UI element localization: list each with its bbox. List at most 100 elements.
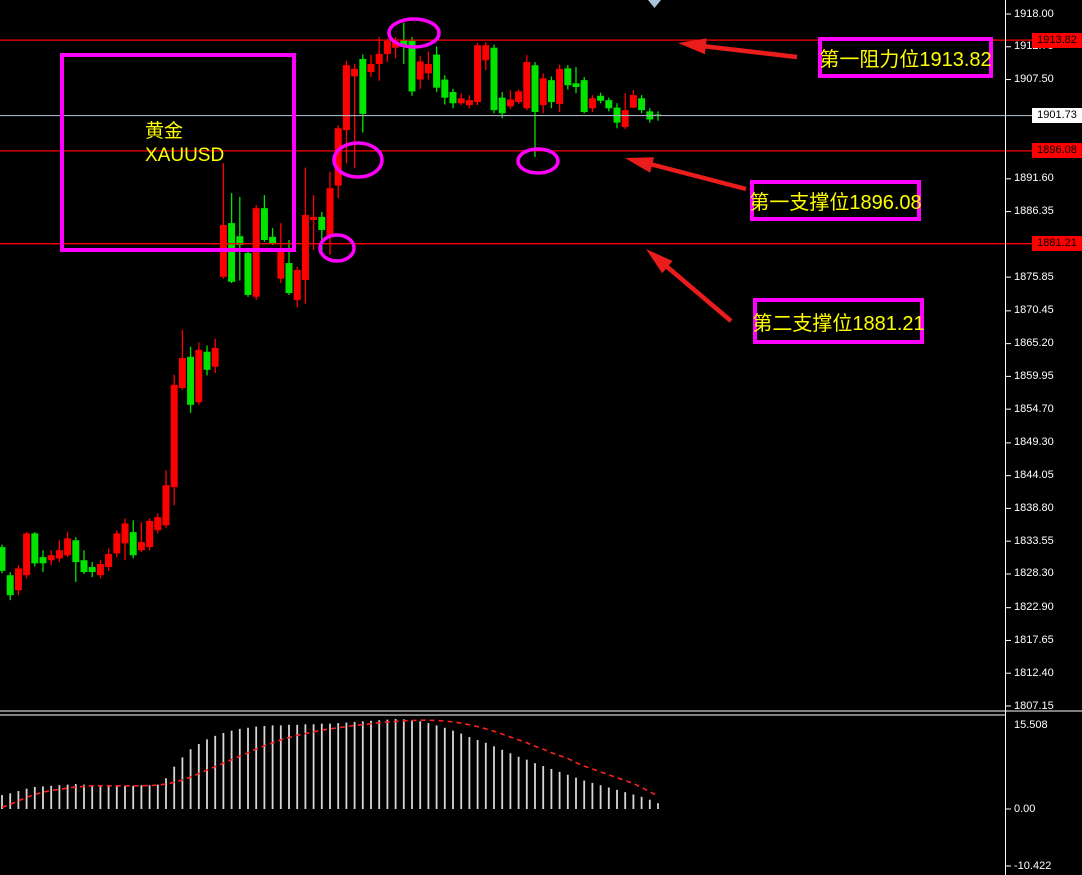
candle-down — [6, 575, 14, 596]
candle-up — [334, 128, 342, 186]
candle-up — [252, 208, 260, 297]
candle-up — [113, 533, 121, 554]
candle-down — [597, 95, 605, 101]
candle-up — [506, 99, 514, 107]
histogram-bar — [140, 785, 143, 809]
histogram-bar — [509, 753, 512, 809]
histogram-bar — [279, 725, 282, 809]
histogram-bar — [288, 724, 290, 809]
histogram-bar — [320, 723, 323, 809]
histogram-bar — [607, 787, 610, 809]
candle-up — [23, 533, 31, 576]
histogram-bar — [189, 749, 192, 809]
candle-down — [244, 253, 252, 295]
candle-up — [293, 269, 301, 300]
histogram-bar — [657, 803, 659, 809]
histogram-bar — [361, 721, 364, 809]
arrow-shaft[interactable] — [649, 161, 747, 192]
candle-up — [137, 542, 145, 551]
symbol-label: 黄金 XAUUSD — [145, 120, 224, 168]
histogram-bar — [17, 791, 20, 809]
support1-annotation-box[interactable]: 第一支撑位1896.08 — [749, 180, 922, 221]
histogram-bar — [107, 786, 110, 809]
histogram-bar — [476, 739, 479, 809]
candle-up — [629, 95, 637, 108]
candle-down — [605, 100, 613, 109]
candle-up — [424, 63, 432, 74]
histogram-bar — [534, 763, 536, 809]
candle-up — [588, 98, 596, 109]
candle-up — [515, 91, 523, 103]
histogram-bar — [337, 723, 340, 809]
candle-down — [441, 79, 449, 98]
candle-down — [72, 540, 80, 563]
resistance-annotation-box[interactable]: 第一阻力位1913.82 — [818, 37, 993, 78]
support2-annotation-box[interactable]: 第二支撑位1881.21 — [752, 298, 925, 344]
histogram-bar — [640, 796, 643, 809]
histogram-bar — [247, 727, 249, 809]
scroll-marker-icon[interactable] — [648, 0, 661, 8]
candle-up — [457, 98, 465, 104]
candle-up — [310, 216, 318, 221]
drawing-objects[interactable] — [60, 0, 798, 323]
candle-down — [285, 263, 293, 294]
candle-down — [39, 557, 47, 564]
candle-up — [375, 53, 383, 64]
histogram-bar — [525, 759, 528, 809]
histogram-bar — [370, 720, 372, 809]
ellipse-highlight[interactable] — [516, 147, 560, 175]
candle-down — [80, 560, 88, 573]
arrow-shaft[interactable] — [663, 263, 733, 323]
arrow-head[interactable] — [678, 38, 707, 55]
histogram-bar — [222, 732, 225, 809]
histogram-bar — [206, 739, 208, 809]
histogram-bar — [443, 727, 446, 809]
candle-up — [474, 45, 482, 103]
histogram-bar — [452, 730, 454, 809]
candle-up — [392, 41, 400, 48]
candle-down — [580, 80, 588, 113]
histogram-bar — [42, 786, 44, 809]
candle-up — [351, 68, 359, 77]
histogram-bar — [165, 778, 167, 809]
candle-down — [318, 216, 326, 230]
histogram-bar — [99, 785, 102, 809]
candle-up — [47, 555, 55, 561]
histogram-bar — [50, 785, 53, 809]
candle-up — [301, 215, 309, 280]
arrow-head[interactable] — [625, 157, 655, 173]
histogram-bar — [115, 786, 118, 809]
ellipse-highlight[interactable] — [318, 233, 356, 263]
candle-down — [531, 65, 539, 113]
candle-down — [260, 208, 268, 240]
candle-down — [129, 532, 137, 556]
arrow-shaft[interactable] — [701, 43, 798, 60]
histogram-bar — [648, 799, 651, 809]
histogram-bar — [312, 724, 315, 809]
candle-up — [64, 538, 72, 556]
ellipse-highlight[interactable] — [332, 141, 384, 179]
rectangle-object[interactable] — [60, 53, 296, 252]
histogram-bar — [575, 777, 577, 809]
histogram-bar — [214, 735, 217, 809]
candle-up — [482, 45, 490, 61]
candle-down — [498, 97, 506, 114]
ellipse-highlight[interactable] — [387, 17, 441, 49]
candle-up — [55, 550, 63, 559]
histogram-bar — [402, 719, 405, 809]
candle-up — [367, 63, 375, 73]
histogram-bar — [156, 784, 159, 809]
histogram-bar — [66, 784, 69, 809]
candle-up — [539, 78, 547, 106]
histogram-bar — [616, 789, 618, 809]
histogram-bar — [632, 794, 635, 809]
arrow-head[interactable] — [646, 249, 673, 274]
histogram-bar — [304, 724, 307, 809]
histogram-bar — [599, 785, 602, 809]
candle-up — [105, 553, 113, 568]
histogram-bar — [9, 793, 12, 809]
candle-up — [556, 68, 564, 104]
candle-up — [277, 251, 285, 279]
